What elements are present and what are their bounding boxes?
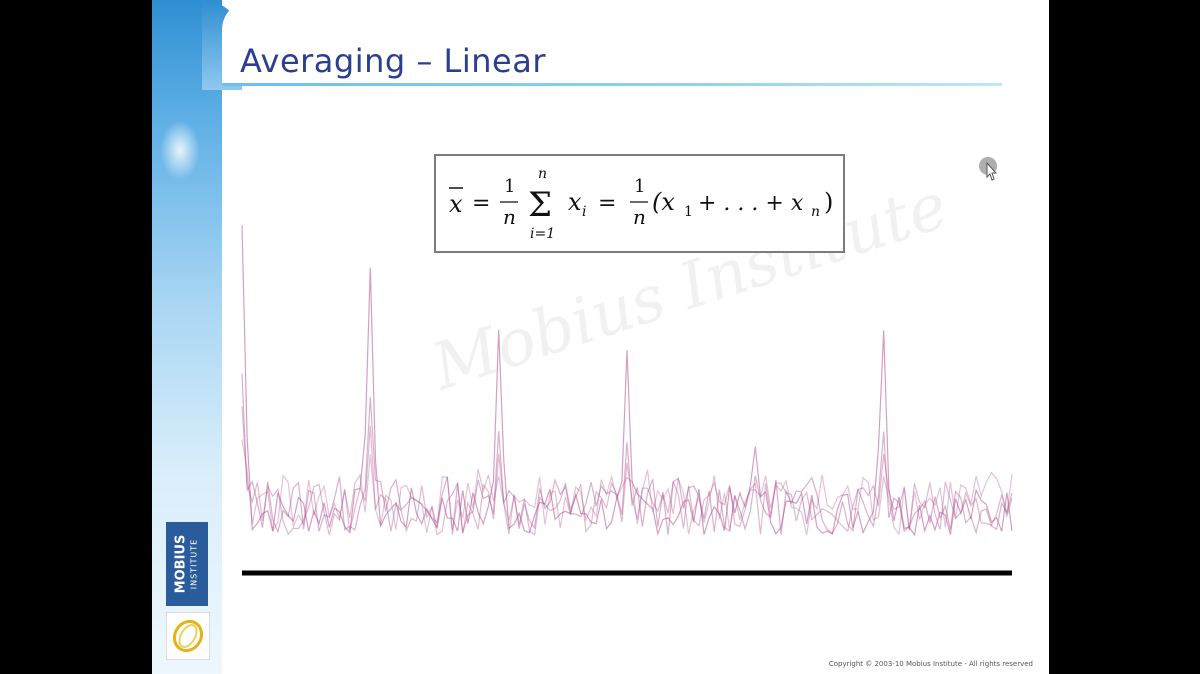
formula-box: x = 1 n n Σ i=1 x i = 1 n (x 1 + . . . +… — [434, 154, 845, 253]
formula-equals-2: = — [598, 191, 616, 216]
formula-rhs-subn: n — [811, 204, 820, 220]
waveform-chart — [241, 224, 1013, 576]
formula-frac1-den: n — [503, 205, 516, 229]
logo-emblem-icon — [166, 612, 210, 660]
formula-equals-1: = — [472, 191, 490, 216]
formula-frac2-num: 1 — [634, 176, 645, 197]
logo-text-box: MOBIUS INSTITUTE — [166, 522, 208, 606]
logo-name: MOBIUS — [173, 534, 188, 594]
logo-text: MOBIUS INSTITUTE — [173, 534, 200, 594]
formula-term: x — [568, 188, 582, 216]
mean-formula: x = 1 n n Σ i=1 x i = 1 n (x 1 + . . . +… — [449, 166, 833, 242]
formula-frac2-den: n — [633, 205, 646, 229]
waveform-trace-1 — [241, 224, 1013, 537]
waveform-trace-2 — [241, 373, 1013, 535]
copyright-notice: Copyright © 2003-10 Mobius Institute - A… — [828, 660, 1033, 668]
formula-frac1-num: 1 — [504, 176, 515, 197]
mouse-cursor-icon — [979, 157, 998, 181]
formula-rhs-close: ) — [824, 188, 833, 216]
mobius-logo: MOBIUS INSTITUTE — [166, 522, 210, 662]
slide: Averaging – Linear Mobius Institute x = … — [152, 0, 1049, 674]
formula-lhs: x — [449, 190, 463, 218]
slide-title: Averaging – Linear — [240, 42, 546, 80]
title-bar — [222, 0, 1049, 86]
sum-upper: n — [538, 166, 547, 182]
logo-subtitle: INSTITUTE — [189, 538, 198, 590]
title-rule — [222, 83, 1002, 86]
formula-term-sub: i — [582, 204, 586, 220]
waveform-trace-4 — [241, 439, 1013, 536]
formula-rhs-sub1: 1 — [684, 204, 693, 220]
sum-sigma: Σ — [528, 185, 552, 225]
formula-rhs-open: (x — [652, 188, 675, 216]
waveform-trace-3 — [241, 406, 1013, 536]
formula-rhs-mid: + . . . + x — [698, 191, 804, 216]
sum-lower: i=1 — [530, 226, 555, 242]
